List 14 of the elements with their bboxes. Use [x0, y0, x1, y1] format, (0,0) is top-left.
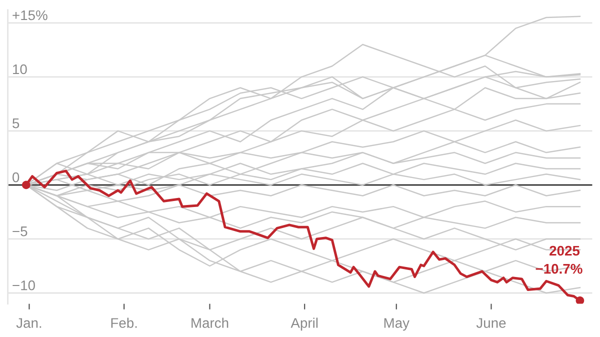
x-tick-label: June: [476, 318, 506, 328]
y-tick-label: 5: [12, 118, 20, 128]
x-tick-label: May: [384, 318, 410, 331]
y-tick-label: −5: [12, 226, 28, 236]
y-tick-label: +15%: [12, 10, 48, 20]
annotation: −10.7%: [536, 264, 582, 274]
y-tick-label: −10: [12, 280, 35, 290]
y-tick-label: 10: [13, 64, 27, 74]
x-tick-label: Feb.: [111, 318, 137, 328]
x-tick-label: April: [290, 318, 318, 331]
x-tick-label: Jan.: [16, 318, 42, 328]
y-tick-label: 0: [12, 172, 20, 182]
series-label: 2025: [550, 246, 580, 256]
x-tick-label: March: [192, 318, 228, 328]
